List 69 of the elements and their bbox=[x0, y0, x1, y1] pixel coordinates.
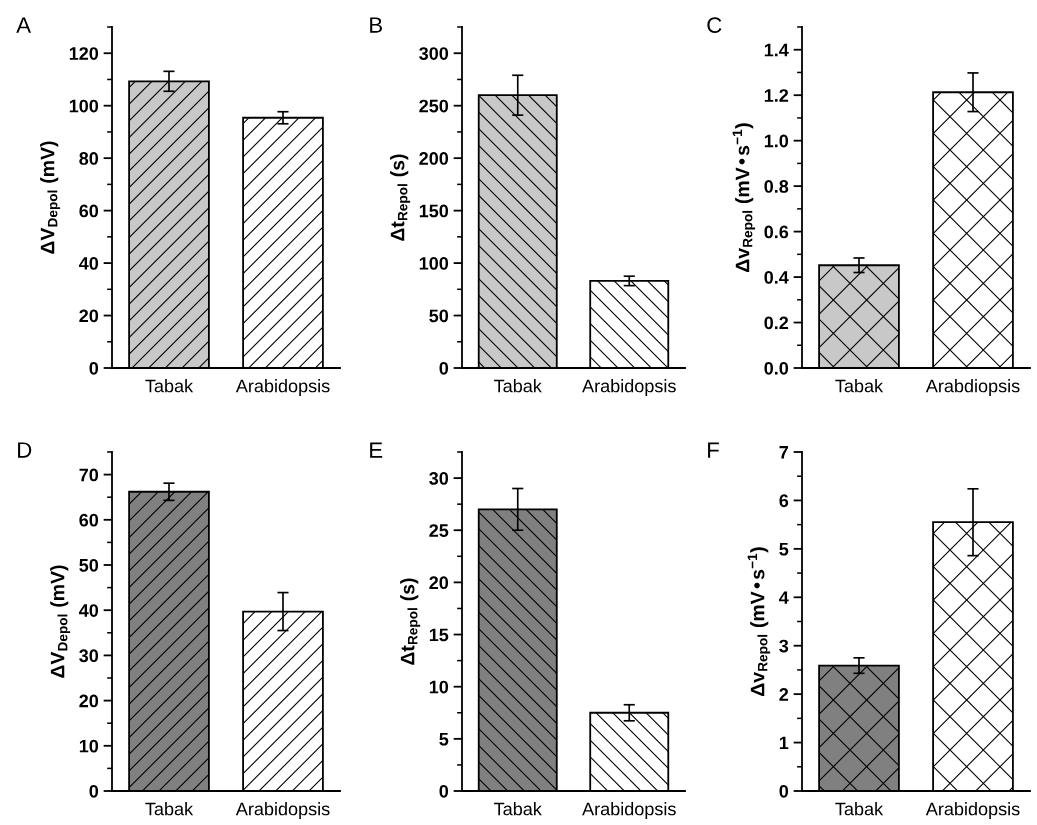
chart-title: C bbox=[707, 17, 722, 33]
y-tick-label: 0.8 bbox=[764, 180, 789, 193]
chart-title: D bbox=[18, 442, 32, 458]
y-tick-label: 0 bbox=[89, 784, 99, 798]
y-tick-label: 25 bbox=[429, 524, 449, 537]
y-tick-label: 150 bbox=[419, 204, 449, 218]
y-tick-label: 20 bbox=[79, 694, 99, 708]
y-tick-label: 10 bbox=[429, 680, 449, 694]
y-tick-label: 300 bbox=[419, 47, 449, 60]
y-tick-label: 0.6 bbox=[764, 225, 789, 239]
chart-title: F bbox=[708, 442, 719, 458]
y-tick-label: 1.0 bbox=[764, 134, 789, 148]
chart-title: B bbox=[370, 17, 382, 33]
y-tick-label: 0.2 bbox=[764, 316, 789, 330]
x-tick-label: Tabak bbox=[145, 802, 194, 816]
y-tick-label: 0 bbox=[439, 361, 449, 375]
y-tick-label: 0 bbox=[779, 784, 789, 798]
y-axis-title: ΔV$_{Depol}$ (mV) bbox=[50, 565, 71, 678]
y-tick-label: 250 bbox=[419, 99, 449, 113]
y-tick-label: 50 bbox=[79, 558, 99, 572]
y-tick-label: 15 bbox=[429, 628, 449, 642]
y-tick-label: 20 bbox=[79, 309, 99, 323]
y-tick-label: 80 bbox=[79, 152, 99, 165]
y-tick-label: 120 bbox=[69, 47, 99, 60]
y-tick-label: 60 bbox=[79, 204, 99, 218]
x-tick-label: Arabidopsis bbox=[235, 802, 330, 819]
y-tick-label: 6 bbox=[779, 494, 789, 508]
x-tick-label: Arabidopsis bbox=[235, 379, 330, 396]
y-tick-label: 40 bbox=[79, 604, 99, 617]
x-tick-label: Arabidopsis bbox=[925, 802, 1020, 819]
y-tick-label: 10 bbox=[79, 739, 99, 753]
chart-title: A bbox=[16, 17, 32, 33]
y-tick-label: 1.4 bbox=[764, 43, 789, 57]
x-tick-label: Tabak bbox=[145, 379, 194, 393]
y-tick-label: 70 bbox=[79, 468, 99, 482]
y-tick-label: 100 bbox=[419, 257, 449, 270]
y-axis-title: ΔV$_{Depol}$ (mV) bbox=[40, 141, 61, 254]
y-tick-label: 30 bbox=[79, 649, 99, 663]
y-tick-label: 30 bbox=[429, 472, 449, 485]
y-tick-label: 5 bbox=[779, 542, 789, 556]
x-tick-label: Tabak bbox=[835, 379, 884, 393]
y-tick-label: 5 bbox=[439, 732, 449, 746]
y-tick-label: 1 bbox=[779, 736, 789, 750]
y-tick-label: 7 bbox=[779, 446, 789, 459]
y-axis-title: Δt$_{Repol}$ (s) bbox=[400, 578, 421, 665]
y-tick-label: 4 bbox=[779, 591, 789, 604]
y-tick-label: 40 bbox=[79, 257, 99, 270]
x-tick-label: Tabak bbox=[494, 379, 542, 393]
y-axis-title: Δv$_{Repol}$ (mV•s$^{−1}$) bbox=[747, 547, 771, 696]
y-tick-label: 0.0 bbox=[764, 361, 789, 375]
y-tick-label: 0 bbox=[89, 361, 99, 375]
y-tick-label: 0 bbox=[439, 784, 449, 798]
y-tick-label: 100 bbox=[69, 99, 99, 113]
y-axis-title: Δt$_{Repol}$ (s) bbox=[390, 154, 411, 241]
x-tick-label: Arabidopsis bbox=[582, 802, 676, 819]
y-tick-label: 50 bbox=[429, 309, 449, 323]
x-tick-label: Arabdiopsis bbox=[925, 379, 1020, 396]
y-tick-label: 3 bbox=[779, 639, 789, 653]
x-tick-label: Tabak bbox=[835, 802, 884, 816]
y-tick-label: 2 bbox=[779, 688, 789, 701]
x-tick-label: Tabak bbox=[494, 802, 542, 816]
y-tick-label: 1.2 bbox=[764, 89, 789, 102]
y-tick-label: 200 bbox=[419, 152, 449, 165]
chart-title: E bbox=[370, 442, 383, 458]
y-tick-label: 0.4 bbox=[764, 271, 789, 284]
y-axis-title: Δv$_{Repol}$ (mV•s$^{−1}$) bbox=[732, 123, 756, 272]
y-tick-label: 20 bbox=[429, 576, 449, 590]
y-tick-label: 60 bbox=[79, 513, 99, 527]
x-tick-label: Arabidopsis bbox=[582, 379, 676, 396]
